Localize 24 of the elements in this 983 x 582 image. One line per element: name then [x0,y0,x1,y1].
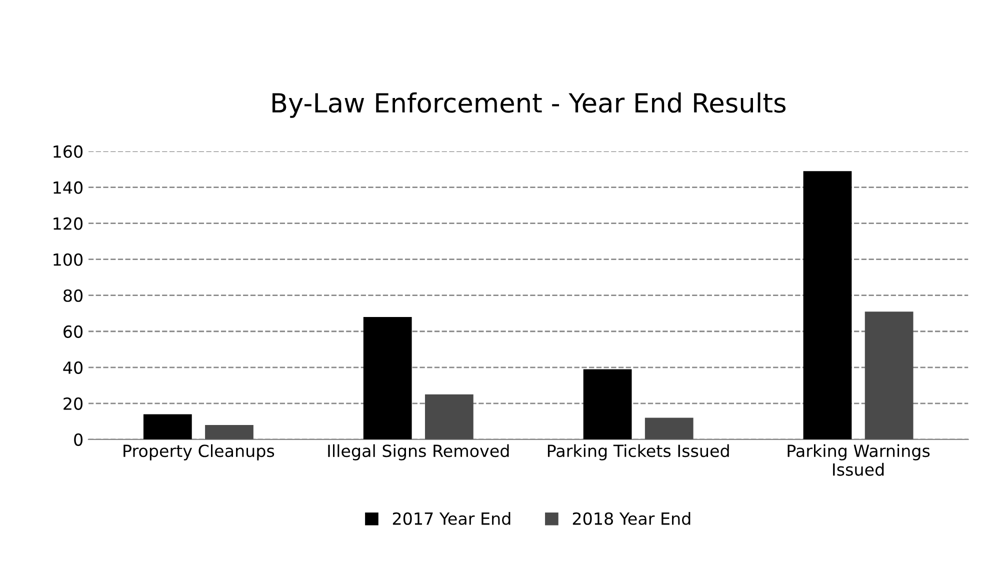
bar [424,394,474,440]
legend-label: 2017 Year End [392,512,510,525]
y-tick-label: 80 [64,289,82,302]
y-tick-label: 0 [74,433,82,446]
bar [143,414,192,440]
y-tick-label: 140 [54,181,82,194]
bar [363,316,412,440]
y-tick-label: 120 [54,217,82,230]
bar [583,369,632,440]
y-tick-label: 40 [63,361,82,374]
bar [205,425,254,440]
bar [864,312,914,440]
y-tick-label: 60 [64,325,82,338]
y-tick-label: 160 [54,145,82,158]
chart-title: By-Law Enforcement - Year End Results [272,92,786,118]
bar [803,171,852,440]
legend-label: 2018 Year End [572,512,690,525]
y-tick-label: 100 [54,253,82,266]
bar [644,418,694,440]
y-tick-label: 20 [64,397,82,410]
x-tick-label: Parking Tickets Issued [548,444,729,460]
x-tick-label: Property Cleanups [124,444,274,460]
x-tick-label: Illegal Signs Removed [328,444,509,460]
x-tick-label: Parking Warnings Issued [788,444,930,476]
